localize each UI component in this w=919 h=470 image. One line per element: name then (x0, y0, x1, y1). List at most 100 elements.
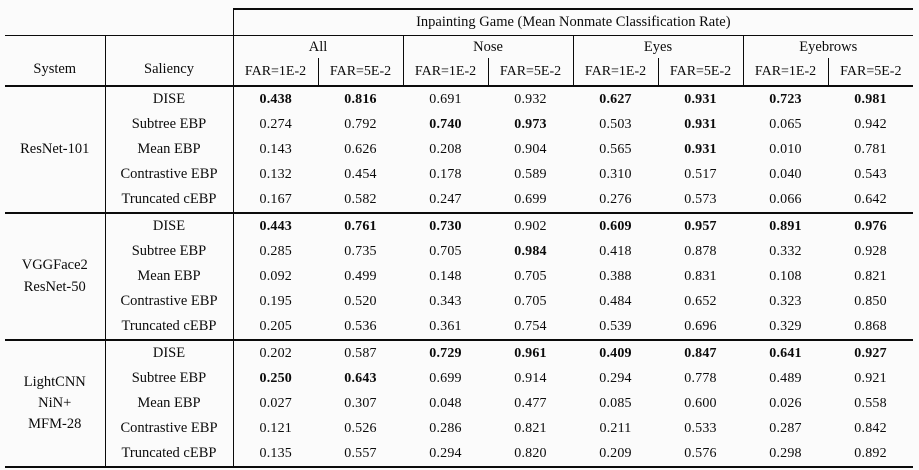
group-header-nose: Nose (402, 35, 573, 58)
value-cell: 0.931 (658, 85, 743, 112)
value-cell: 0.850 (854, 293, 887, 309)
saliency-cell: Subtree EBP (104, 239, 234, 264)
saliency-cell: Mean EBP (104, 264, 234, 289)
value-cell: 0.641 (743, 339, 828, 366)
value-cell: 0.705 (514, 268, 547, 284)
far-header-row: FAR=1E-2 FAR=5E-2 FAR=1E-2 FAR=5E-2 FAR=1E-2… (5, 58, 914, 87)
value-cell: 0.343 (429, 293, 462, 309)
value-cell: 0.928 (854, 243, 887, 259)
saliency-cell: Subtree EBP (104, 366, 234, 391)
saliency-cell: DISE (104, 212, 234, 239)
value-cell: 0.533 (684, 420, 717, 436)
value-cell: 0.310 (599, 166, 632, 182)
group-header-eyebrows: Eyebrows (742, 35, 914, 58)
value-cell: 0.740 (429, 116, 462, 132)
value-cell: 0.143 (259, 141, 292, 157)
system-name-line: ResNet-101 (20, 140, 90, 157)
table-row: VGGFace2 ResNet-50 DISE 0.443 0.761 0.730 0.90… (5, 212, 914, 340)
value-cell: 0.539 (599, 318, 632, 334)
value-cell: 0.085 (599, 395, 632, 411)
far-column-header: FAR=1E-2 (402, 58, 488, 87)
value-cell: 0.307 (344, 395, 377, 411)
value-cell: 0.600 (684, 395, 717, 411)
value-cell: 0.573 (684, 191, 717, 207)
value-cell: 0.723 (743, 85, 828, 112)
value-cell: 0.778 (684, 370, 717, 386)
system-name-line: MFM-28 (28, 416, 82, 432)
value-cell: 0.816 (318, 85, 403, 112)
value-cell: 0.609 (573, 212, 658, 239)
value-cell: 0.587 (318, 339, 403, 366)
value-cell: 0.132 (259, 166, 292, 182)
value-cell: 0.066 (769, 191, 802, 207)
value-cell: 0.418 (599, 243, 632, 259)
value-cell: 0.409 (573, 339, 658, 366)
value-cell: 0.921 (854, 370, 887, 386)
system-cell: VGGFace2 ResNet-50 (5, 212, 105, 340)
value-cell: 0.209 (599, 445, 632, 461)
column-header-saliency: Saliency (104, 35, 234, 87)
saliency-cell: Contrastive EBP (104, 289, 234, 314)
value-cell: 0.565 (599, 141, 632, 157)
value-cell: 0.927 (828, 339, 914, 366)
value-cell: 0.294 (429, 445, 462, 461)
table-row: Contrastive EBP 0.132 0.454 0.178 0.589 0.310… (5, 162, 913, 187)
column-header-system: System (5, 35, 105, 87)
value-cell: 0.821 (514, 420, 547, 436)
value-cell: 0.931 (684, 116, 717, 132)
value-cell: 0.730 (403, 212, 488, 239)
saliency-cell: Mean EBP (104, 137, 234, 162)
table-body: ResNet-101 DISE 0.438 0.816 0.691 0.932 0.627 0… (5, 85, 914, 467)
value-cell: 0.699 (429, 370, 462, 386)
far-column-header: FAR=5E-2 (487, 58, 573, 87)
saliency-cell: Mean EBP (104, 391, 234, 416)
table-row: Subtree EBP 0.285 0.735 0.705 0.984 0.418 0.87… (5, 239, 913, 264)
value-cell: 0.626 (344, 141, 377, 157)
value-cell: 0.361 (429, 318, 462, 334)
value-cell: 0.443 (233, 212, 318, 239)
group-header-row: System Saliency All Nose Eyes Eyebrows (5, 35, 914, 87)
value-cell: 0.489 (769, 370, 802, 386)
value-cell: 0.092 (259, 268, 292, 284)
value-cell: 0.503 (599, 116, 632, 132)
value-cell: 0.914 (514, 370, 547, 386)
value-cell: 0.696 (684, 318, 717, 334)
saliency-cell: DISE (104, 85, 234, 112)
table-row: Truncated cEBP 0.205 0.536 0.361 0.754 0.539 0… (5, 314, 913, 340)
system-cell: ResNet-101 (5, 85, 105, 213)
saliency-cell: Truncated cEBP (104, 187, 234, 213)
value-cell: 0.932 (488, 85, 573, 112)
far-column-header: FAR=1E-2 (572, 58, 658, 87)
saliency-cell: Truncated cEBP (104, 441, 234, 467)
system-name-line: VGGFace2 (21, 257, 88, 274)
value-cell: 0.976 (828, 212, 914, 239)
value-cell: 0.276 (599, 191, 632, 207)
value-cell: 0.208 (429, 141, 462, 157)
system-name-line: LightCNN (23, 373, 86, 390)
value-cell: 0.942 (854, 116, 887, 132)
system-cell: LightCNN NiN+ MFM-28 (5, 339, 105, 467)
value-cell: 0.121 (259, 420, 292, 436)
table-row: Subtree EBP 0.274 0.792 0.740 0.973 0.503 0.93… (5, 112, 913, 137)
value-cell: 0.705 (429, 243, 462, 259)
value-cell: 0.178 (429, 166, 462, 182)
saliency-cell: Contrastive EBP (104, 162, 234, 187)
table-row: Contrastive EBP 0.195 0.520 0.343 0.705 0.484… (5, 289, 913, 314)
value-cell: 0.792 (344, 116, 377, 132)
value-cell: 0.332 (769, 243, 802, 259)
results-table: Inpainting Game (Mean Nonmate Classifica… (5, 8, 914, 468)
value-cell: 0.868 (854, 318, 887, 334)
table-header: Inpainting Game (Mean Nonmate Classifica… (5, 8, 914, 87)
group-header-all: All (232, 35, 403, 58)
saliency-cell: Subtree EBP (104, 112, 234, 137)
value-cell: 0.010 (769, 141, 802, 157)
value-cell: 0.691 (403, 85, 488, 112)
value-cell: 0.820 (514, 445, 547, 461)
value-cell: 0.642 (854, 191, 887, 207)
value-cell: 0.517 (684, 166, 717, 182)
table-title: Inpainting Game (Mean Nonmate Classifica… (232, 8, 914, 36)
table-row: Mean EBP 0.092 0.499 0.148 0.705 0.388 0.831 0.… (5, 264, 913, 289)
value-cell: 0.557 (344, 445, 377, 461)
value-cell: 0.892 (854, 445, 887, 461)
value-cell: 0.705 (514, 293, 547, 309)
